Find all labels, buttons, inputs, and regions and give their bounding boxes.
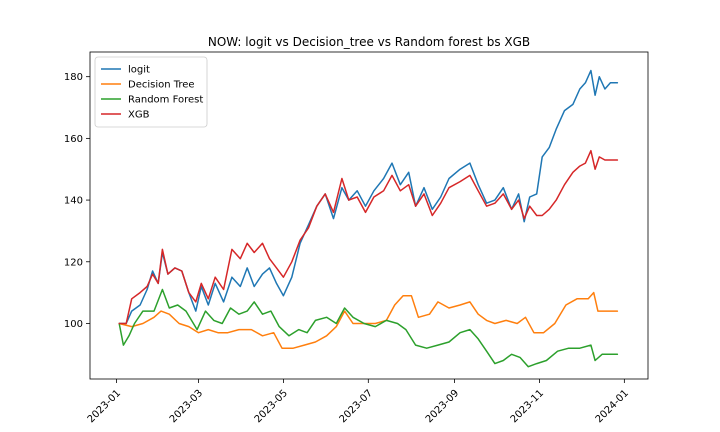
y-axis: 100 120 140 160 180 bbox=[64, 72, 90, 330]
series-layer bbox=[118, 69, 619, 368]
legend-label: Decision Tree bbox=[128, 80, 195, 91]
series-line-decision-tree bbox=[118, 291, 619, 349]
legend-label: Random Forest bbox=[128, 95, 203, 106]
y-tick-label: 100 bbox=[64, 319, 83, 330]
plot-frame bbox=[89, 51, 649, 380]
series-line-xgb bbox=[118, 149, 619, 325]
legend-label: XGB bbox=[128, 110, 150, 121]
y-tick-label: 140 bbox=[64, 196, 83, 207]
legend-box bbox=[94, 56, 208, 128]
chart-title: NOW: logit vs Decision_tree vs Random fo… bbox=[208, 35, 530, 49]
legend: logit Decision Tree Random Forest XGB bbox=[94, 56, 208, 128]
series-line-random-forest bbox=[118, 288, 619, 368]
y-tick-label: 180 bbox=[64, 72, 83, 83]
legend-label: logit bbox=[128, 65, 150, 76]
series-line-logit bbox=[118, 69, 619, 325]
y-tick-label: 160 bbox=[64, 134, 83, 145]
y-tick-label: 120 bbox=[64, 257, 83, 268]
